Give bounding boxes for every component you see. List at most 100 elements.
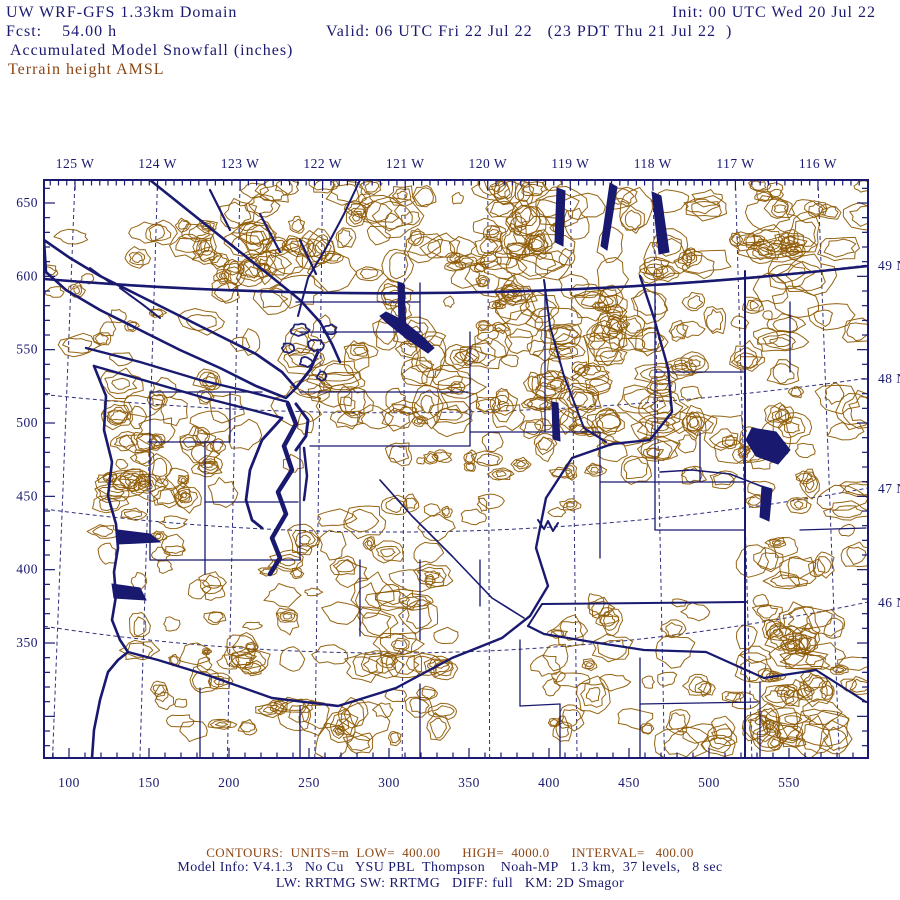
terrain-contour (797, 686, 813, 699)
terrain-contour (520, 181, 549, 197)
terrain-contour (533, 433, 558, 456)
terrain-contour (173, 486, 198, 509)
terrain-contour (495, 245, 512, 266)
terrain-contour (762, 310, 773, 321)
terrain-contour (248, 196, 275, 215)
terrain-contour (449, 253, 460, 263)
terrain-contour (799, 468, 820, 500)
terrain-contour (589, 332, 620, 359)
terrain-contour (153, 489, 177, 505)
terrain-contour (491, 469, 512, 480)
terrain-contour (109, 431, 139, 452)
terrain-contour (478, 321, 490, 330)
terrain-contour (374, 584, 401, 606)
terrain-contour (782, 652, 824, 666)
terrain-contour (92, 495, 130, 514)
terrain-contour (384, 442, 413, 467)
terrain-contour (749, 180, 767, 191)
terrain-contour (111, 377, 130, 390)
terrain-contour (229, 651, 257, 669)
terrain-contour (427, 659, 451, 674)
terrain-contour (174, 698, 188, 708)
terrain-contour (491, 394, 514, 416)
fraser-river (297, 180, 361, 317)
terrain-contour (685, 411, 718, 437)
terrain-contour (355, 266, 383, 282)
terrain-contour (582, 324, 628, 366)
terrain-contour (209, 393, 245, 424)
terrain-contour (783, 420, 800, 434)
terrain-contour (366, 539, 373, 547)
snake-river (526, 624, 868, 704)
terrain-contour (148, 308, 167, 318)
terrain-contour (446, 261, 464, 271)
terrain-contour (789, 249, 799, 257)
willapa-bay (111, 583, 147, 601)
terrain-contour (555, 348, 573, 356)
terrain-contour (656, 265, 676, 279)
terrain-contour (562, 500, 578, 511)
terrain-contour (417, 514, 456, 541)
terrain-contour (433, 626, 459, 644)
terrain-contour (762, 570, 808, 590)
okanogan-river (543, 279, 607, 443)
terrain-contour (189, 664, 220, 694)
terrain-contour (255, 701, 288, 719)
terrain-contour (513, 215, 561, 253)
terrain-contour (682, 673, 712, 696)
terrain-contour (587, 334, 606, 350)
terrain-contour (393, 639, 408, 649)
graticule-parallel (44, 601, 868, 654)
terrain-contour (697, 682, 712, 695)
terrain-contour (493, 323, 507, 332)
terrain-contour (845, 675, 868, 695)
terrain-contour (636, 436, 680, 462)
terrain-contour (787, 386, 805, 399)
terrain-contour (641, 675, 655, 689)
terrain-contour (776, 724, 804, 744)
terrain-contour (638, 388, 689, 427)
terrain-contour (573, 363, 587, 375)
terrain-contour (431, 449, 453, 463)
terrain-contour (769, 188, 784, 201)
terrain-contour (591, 412, 648, 447)
terrain-contour (197, 462, 219, 475)
lake-coeur-dalene (759, 485, 773, 522)
graticule-meridian (817, 180, 840, 758)
terrain-contour (555, 382, 602, 419)
terrain-contour (163, 616, 181, 632)
lake-washington (302, 446, 309, 502)
terrain-contour (124, 320, 140, 333)
terrain-contour (321, 601, 360, 625)
county-boundary (639, 701, 759, 705)
terrain-contour (781, 738, 803, 747)
domain-title: UW WRF-GFS 1.33km Domain (6, 4, 238, 21)
graticule-meridian (401, 180, 406, 758)
terrain-contour (350, 571, 395, 609)
terrain-contour (398, 599, 439, 635)
terrain-contour (187, 579, 212, 600)
terrain-contour (517, 184, 533, 202)
terrain-contour (495, 470, 507, 477)
terrain-contour (476, 497, 488, 512)
terrain-contour (483, 180, 506, 193)
terrain-contour (388, 185, 416, 207)
terrain-contour (289, 567, 305, 580)
terrain-contour (846, 546, 867, 565)
terrain-contour (202, 649, 211, 655)
terrain-contour (790, 498, 808, 511)
terrain-contour (257, 704, 281, 716)
terrain-contour (823, 617, 844, 639)
terrain-contour (400, 358, 435, 387)
san-juan-island (322, 323, 338, 336)
terrain-contour (324, 252, 342, 262)
terrain-contour (477, 276, 489, 287)
terrain-contour (154, 692, 175, 711)
terrain-contour (235, 256, 272, 288)
terrain-contour (160, 396, 188, 427)
terrain-contour (86, 524, 120, 539)
terrain-contour (772, 540, 782, 546)
terrain-contour (511, 199, 537, 229)
terrain-contour (813, 309, 833, 327)
